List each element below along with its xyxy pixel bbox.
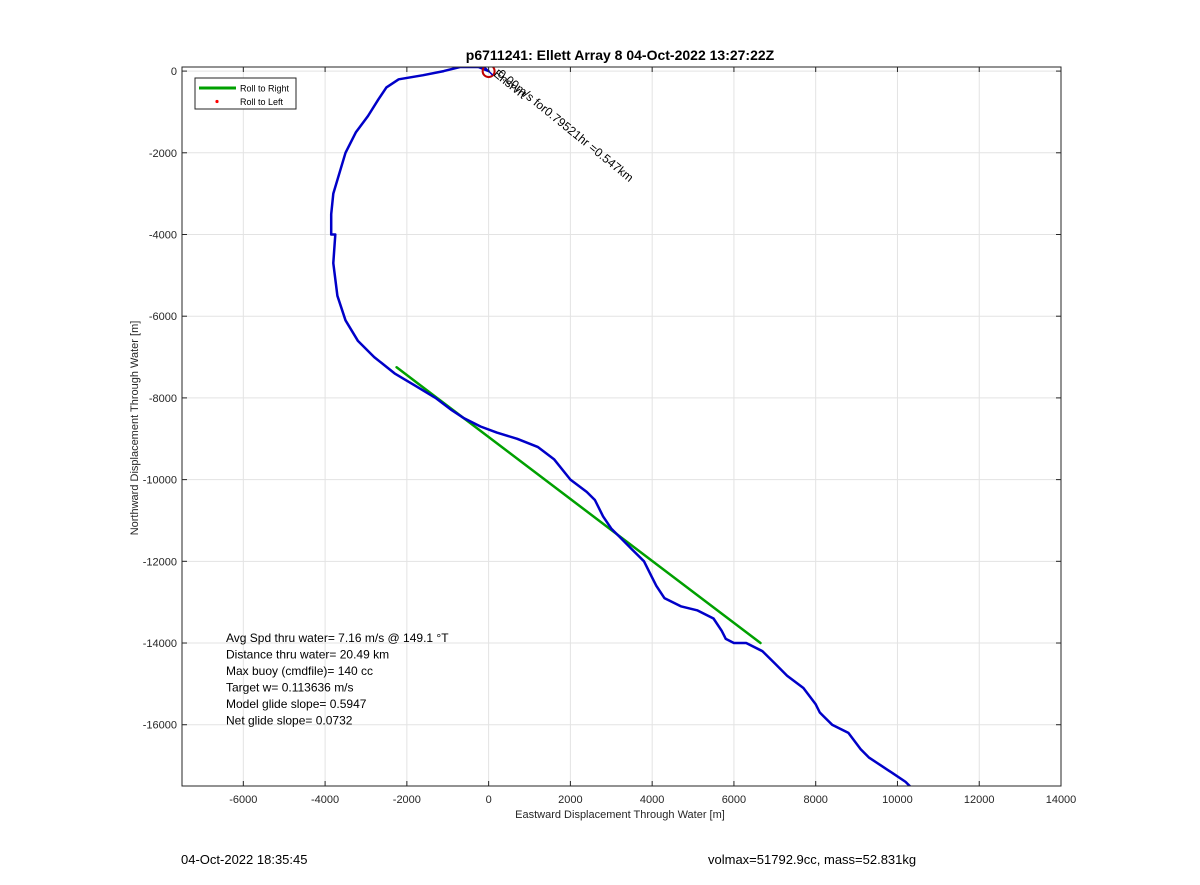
y-axis-label: Northward Displacement Through Water [m] — [129, 321, 141, 536]
x-tick-label: -4000 — [311, 794, 339, 806]
y-tick-label: 0 — [171, 66, 177, 78]
legend-label: Roll to Right — [240, 84, 290, 94]
footer-timestamp: 04-Oct-2022 18:35:45 — [181, 852, 308, 867]
axes-box — [181, 66, 1062, 787]
legend: Roll to Right Roll to Left — [194, 77, 297, 110]
y-tick-label: -14000 — [143, 638, 177, 650]
start-marker — [481, 67, 496, 79]
y-tick-label: -10000 — [143, 475, 177, 487]
stats-line: Model glide slope= 0.5947 — [226, 697, 367, 711]
x-tick-label: 8000 — [803, 794, 827, 806]
stats-block: Avg Spd thru water= 7.16 m/s @ 149.1 °T D… — [226, 631, 449, 728]
legend-label: Roll to Left — [240, 97, 284, 107]
y-tick-label: -2000 — [149, 148, 177, 160]
x-tick-label: 14000 — [1046, 794, 1077, 806]
stats-line: Distance thru water= 20.49 km — [226, 648, 389, 662]
stats-line: Avg Spd thru water= 7.16 m/s @ 149.1 °T — [226, 631, 449, 645]
chart-title: p6711241: Ellett Array 8 04-Oct-2022 13:… — [466, 47, 775, 63]
footer-volmax-mass: volmax=51792.9cc, mass=52.831kg — [708, 852, 917, 867]
y-tick-label: -4000 — [149, 229, 177, 241]
x-axis-label: Eastward Displacement Through Water [m] — [515, 809, 725, 821]
y-tick-label: -16000 — [143, 720, 177, 732]
legend-box — [194, 77, 297, 110]
glider-track-line — [329, 67, 912, 786]
tick-layer: -6000 -4000 -2000 0 2000 4000 6000 8000 10000 120… — [143, 66, 1077, 806]
stats-line: Target w= 0.113636 m/s — [226, 681, 354, 695]
x-tick-label: 6000 — [722, 794, 746, 806]
stats-line: Max buoy (cmdfile)= 140 cc — [226, 664, 373, 678]
x-tick-label: 4000 — [640, 794, 664, 806]
y-tick-label: -6000 — [149, 311, 177, 323]
x-tick-label: 0 — [486, 794, 492, 806]
x-tick-label: 10000 — [882, 794, 913, 806]
x-tick-label: -6000 — [229, 794, 257, 806]
y-tick-label: -8000 — [149, 393, 177, 405]
x-tick-label: 12000 — [964, 794, 995, 806]
legend-swatch-dot — [215, 99, 219, 104]
y-tick-label: -12000 — [143, 556, 177, 568]
stats-line: Net glide slope= 0.0732 — [226, 714, 353, 728]
x-tick-label: -2000 — [393, 794, 421, 806]
x-tick-label: 2000 — [558, 794, 582, 806]
